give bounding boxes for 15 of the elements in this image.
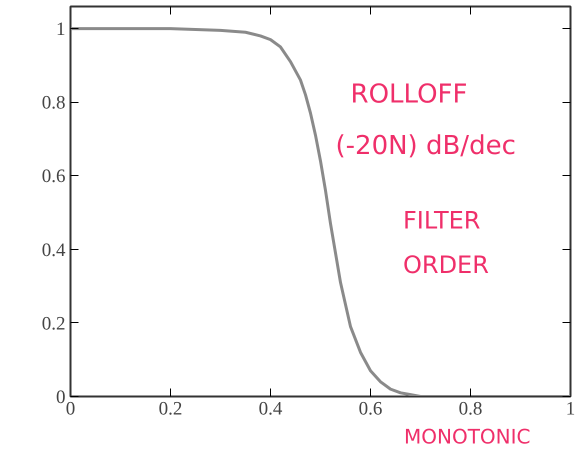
x-tick-label: 0.6 — [358, 398, 382, 420]
x-tick-label: 0.8 — [458, 398, 482, 420]
y-tick-label: 0.4 — [42, 240, 66, 261]
annotation: FILTER — [403, 206, 480, 235]
y-tick-label: 0.6 — [42, 166, 66, 188]
annotation: ROLLOFF — [350, 80, 468, 110]
x-tick-label: 1 — [566, 398, 576, 420]
y-tick-label: 1 — [56, 19, 66, 40]
x-tick-label: 0.2 — [158, 398, 182, 420]
text: MONOTONIC — [404, 424, 530, 448]
x-tick-label: 0.4 — [258, 398, 283, 420]
annotation: (-20N) dB/dec — [336, 131, 516, 162]
y-tick-label: 0.2 — [42, 313, 66, 334]
y-tick-label: 0.8 — [42, 92, 66, 114]
annotation: ORDER — [403, 250, 489, 279]
